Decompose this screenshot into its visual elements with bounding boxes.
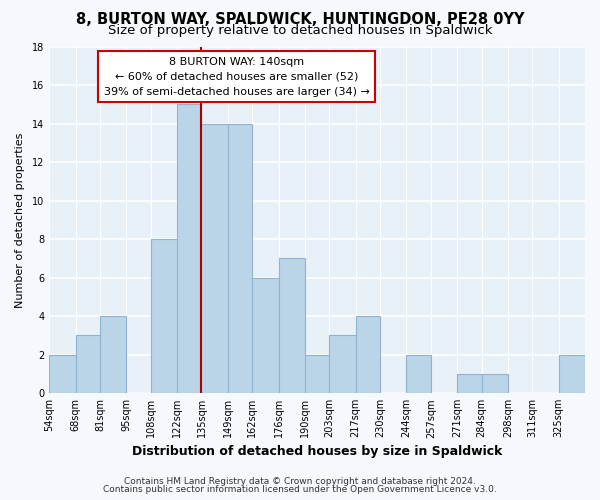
Text: 8, BURTON WAY, SPALDWICK, HUNTINGDON, PE28 0YY: 8, BURTON WAY, SPALDWICK, HUNTINGDON, PE… bbox=[76, 12, 524, 28]
Bar bbox=[100, 316, 126, 393]
Bar bbox=[356, 316, 380, 393]
Bar bbox=[278, 258, 305, 393]
Bar bbox=[177, 104, 202, 393]
Text: 8 BURTON WAY: 140sqm
← 60% of detached houses are smaller (52)
39% of semi-detac: 8 BURTON WAY: 140sqm ← 60% of detached h… bbox=[104, 57, 370, 96]
Bar bbox=[252, 278, 278, 393]
Bar bbox=[228, 124, 252, 393]
Bar bbox=[202, 124, 228, 393]
Text: Contains public sector information licensed under the Open Government Licence v3: Contains public sector information licen… bbox=[103, 485, 497, 494]
Bar bbox=[49, 354, 76, 393]
Bar bbox=[559, 354, 585, 393]
Bar bbox=[406, 354, 431, 393]
Text: Contains HM Land Registry data © Crown copyright and database right 2024.: Contains HM Land Registry data © Crown c… bbox=[124, 477, 476, 486]
Bar bbox=[305, 354, 329, 393]
Bar bbox=[482, 374, 508, 393]
X-axis label: Distribution of detached houses by size in Spaldwick: Distribution of detached houses by size … bbox=[132, 444, 502, 458]
Text: Size of property relative to detached houses in Spaldwick: Size of property relative to detached ho… bbox=[108, 24, 492, 37]
Bar bbox=[457, 374, 482, 393]
Bar bbox=[329, 336, 356, 393]
Bar bbox=[151, 239, 177, 393]
Bar bbox=[76, 336, 100, 393]
Y-axis label: Number of detached properties: Number of detached properties bbox=[15, 132, 25, 308]
